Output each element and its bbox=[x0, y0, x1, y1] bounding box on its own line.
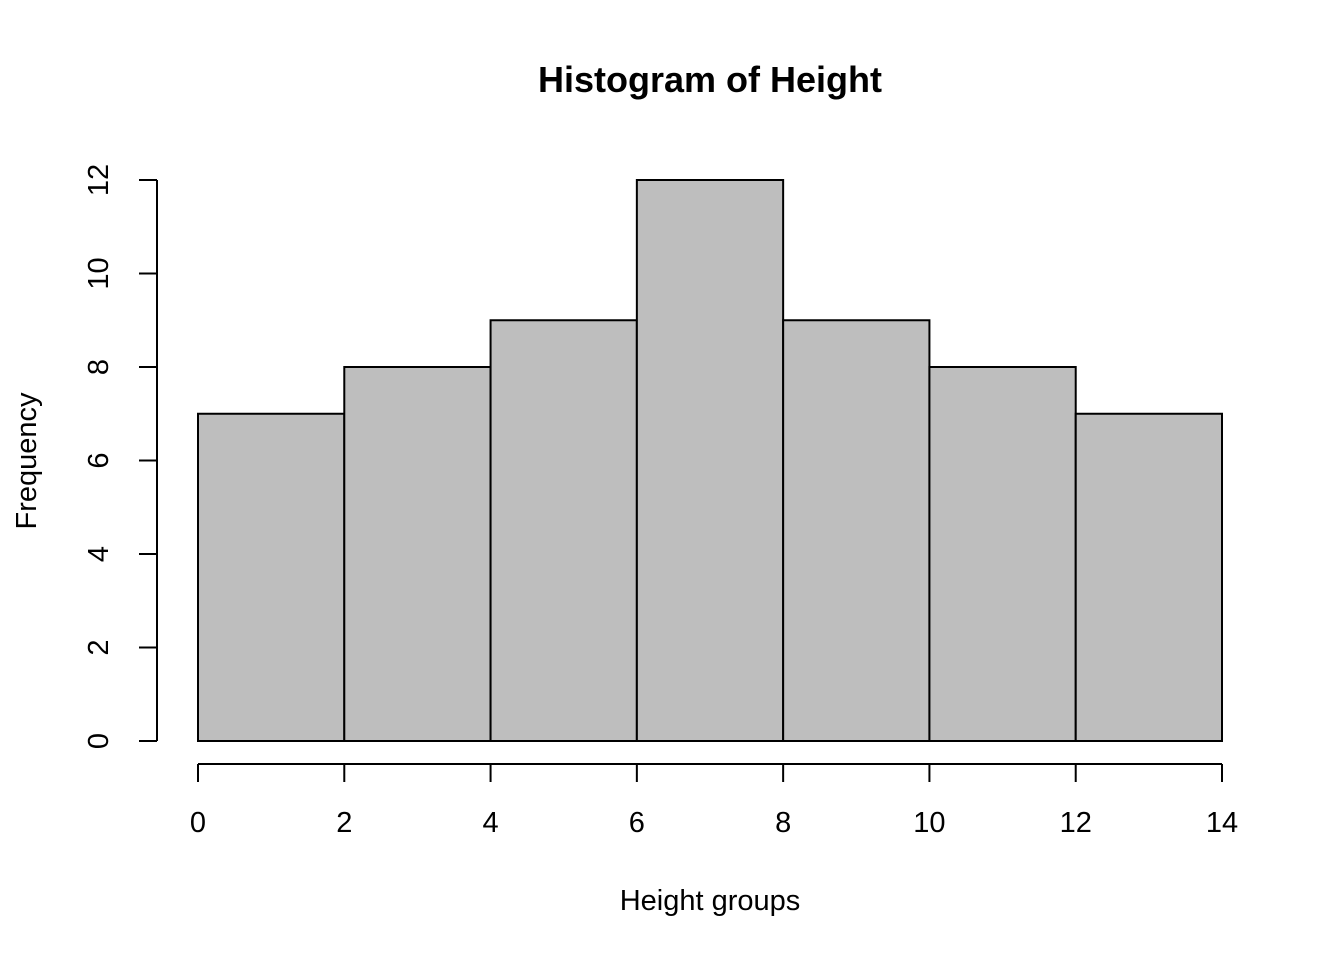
x-tick-label: 4 bbox=[483, 807, 499, 839]
y-tick-label: 2 bbox=[83, 639, 115, 655]
x-tick-label: 10 bbox=[913, 807, 945, 839]
histogram-bar-1 bbox=[197, 412, 346, 742]
y-tick-label: 10 bbox=[83, 257, 115, 289]
histogram-bar-5 bbox=[782, 319, 931, 742]
histogram-bar-4 bbox=[635, 179, 785, 742]
y-axis-label: Frequency bbox=[11, 392, 43, 530]
y-tick-label: 12 bbox=[83, 164, 115, 196]
x-axis-label: Height groups bbox=[620, 885, 801, 917]
bars-group bbox=[197, 179, 1223, 742]
histogram-bar-7 bbox=[1074, 412, 1223, 742]
histogram-bar-3 bbox=[489, 319, 638, 742]
x-tick-label: 6 bbox=[629, 807, 645, 839]
histogram-bar-2 bbox=[343, 366, 492, 742]
x-tick-label: 14 bbox=[1206, 807, 1238, 839]
y-tick-label: 6 bbox=[83, 452, 115, 468]
y-tick-label: 4 bbox=[83, 546, 115, 562]
chart-title: Histogram of Height bbox=[538, 59, 882, 100]
y-tick-label: 0 bbox=[83, 733, 115, 749]
x-axis: 0 2 4 6 8 10 12 14 bbox=[190, 763, 1238, 839]
y-axis: 0 2 4 6 8 10 12 bbox=[83, 164, 158, 749]
x-tick-label: 0 bbox=[190, 807, 206, 839]
x-tick-label: 2 bbox=[336, 807, 352, 839]
y-tick-label: 8 bbox=[83, 359, 115, 375]
histogram-bar-6 bbox=[928, 366, 1077, 742]
x-tick-label: 8 bbox=[775, 807, 791, 839]
x-tick-label: 12 bbox=[1060, 807, 1092, 839]
